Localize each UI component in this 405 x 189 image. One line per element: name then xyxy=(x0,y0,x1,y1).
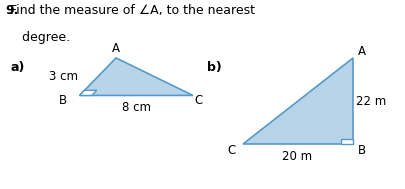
Text: B: B xyxy=(59,94,67,107)
Text: A: A xyxy=(357,45,365,58)
Text: a): a) xyxy=(11,61,25,74)
Text: 22 m: 22 m xyxy=(355,94,385,108)
Text: A: A xyxy=(112,42,120,55)
Polygon shape xyxy=(243,58,352,144)
Polygon shape xyxy=(340,139,352,144)
Text: 9.: 9. xyxy=(6,4,19,16)
Text: degree.: degree. xyxy=(6,31,70,44)
Polygon shape xyxy=(79,58,192,95)
Text: 20 m: 20 m xyxy=(281,150,311,163)
Text: Find the measure of ∠A, to the nearest: Find the measure of ∠A, to the nearest xyxy=(6,4,254,16)
Polygon shape xyxy=(79,90,96,95)
Text: 8 cm: 8 cm xyxy=(122,101,150,114)
Text: C: C xyxy=(227,144,235,157)
Text: b): b) xyxy=(207,61,221,74)
Text: C: C xyxy=(194,94,202,107)
Text: B: B xyxy=(357,144,365,157)
Text: 3 cm: 3 cm xyxy=(49,70,78,83)
